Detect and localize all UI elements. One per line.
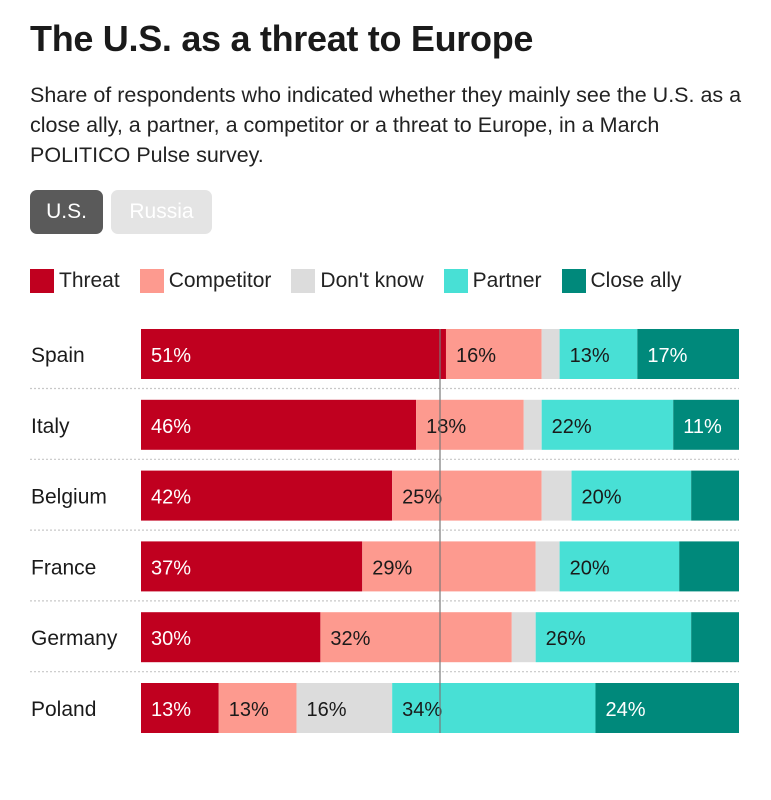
data-label: 24% bbox=[605, 699, 645, 721]
legend-item-competitor[interactable]: Competitor bbox=[139, 269, 272, 293]
data-label: 20% bbox=[570, 557, 610, 579]
bar-segment-threat bbox=[141, 683, 219, 733]
data-label: 20% bbox=[582, 487, 622, 509]
chart-subtitle: Share of respondents who indicated wheth… bbox=[30, 83, 742, 167]
data-label: 34% bbox=[402, 699, 442, 721]
bar-segment-close-ally bbox=[673, 399, 739, 450]
data-label: 37% bbox=[151, 557, 191, 579]
legend-item-partner[interactable]: Partner bbox=[443, 269, 542, 293]
data-label: 29% bbox=[372, 557, 412, 579]
legend-item-dont-know[interactable]: Don't know bbox=[291, 269, 424, 293]
category-label: France bbox=[31, 556, 96, 579]
bar-segment-threat bbox=[141, 329, 446, 379]
category-label: Poland bbox=[31, 698, 96, 721]
bar-segment-close-ally bbox=[679, 541, 739, 592]
bar-segment-close-ally bbox=[595, 683, 739, 733]
data-label: 46% bbox=[151, 416, 191, 438]
data-label: 42% bbox=[151, 487, 191, 509]
bar-segment-partner bbox=[559, 541, 680, 592]
bar-segment-competitor bbox=[218, 683, 297, 733]
us-toggle-button[interactable]: U.S. bbox=[30, 190, 103, 234]
legend-swatch-close-ally bbox=[561, 269, 586, 293]
legend-swatch-partner bbox=[443, 269, 468, 293]
data-label: 16% bbox=[306, 699, 346, 721]
bar-segment-don-t-know bbox=[296, 683, 393, 733]
chart-legend: Threat Competitor Don't know Partner Clo… bbox=[30, 268, 682, 294]
category-label: Spain bbox=[31, 344, 85, 367]
bar-segment-partner bbox=[571, 470, 692, 521]
category-label: Belgium bbox=[31, 486, 107, 509]
legend-label-partner: Partner bbox=[472, 269, 542, 292]
legend-label-dont-know: Don't know bbox=[320, 269, 424, 292]
data-label: 51% bbox=[151, 345, 191, 367]
legend-item-close-ally[interactable]: Close ally bbox=[561, 269, 682, 293]
chart-title: The U.S. as a threat to Europe bbox=[30, 18, 534, 59]
russia-toggle-button[interactable]: Russia bbox=[111, 190, 212, 234]
bar-segment-don-t-know bbox=[541, 470, 572, 521]
legend-swatch-competitor bbox=[139, 269, 164, 293]
data-label: 17% bbox=[647, 345, 687, 367]
bar-segment-don-t-know bbox=[511, 612, 536, 663]
category-label: Italy bbox=[31, 415, 70, 438]
legend-label-close-ally: Close ally bbox=[590, 269, 682, 292]
bar-segment-close-ally bbox=[691, 470, 739, 521]
bar-segment-don-t-know bbox=[541, 329, 560, 379]
bar-segment-competitor bbox=[392, 470, 542, 521]
bar-segment-close-ally bbox=[691, 612, 739, 663]
bar-segment-threat bbox=[141, 541, 363, 592]
data-label: 26% bbox=[546, 628, 586, 650]
bar-segment-threat bbox=[141, 470, 393, 521]
data-label: 16% bbox=[456, 345, 496, 367]
legend-label-competitor: Competitor bbox=[168, 269, 272, 292]
bar-segment-partner bbox=[392, 683, 596, 733]
data-label: 30% bbox=[151, 628, 191, 650]
legend-swatch-threat bbox=[30, 269, 54, 293]
legend-label-threat: Threat bbox=[59, 269, 120, 292]
data-label: 13% bbox=[229, 699, 269, 721]
bar-segment-partner bbox=[541, 399, 674, 450]
legend-item-threat[interactable]: Threat bbox=[30, 269, 120, 293]
bar-segment-competitor bbox=[362, 541, 536, 592]
bar-segment-don-t-know bbox=[535, 541, 560, 592]
bar-segment-threat bbox=[141, 612, 321, 663]
data-label: 32% bbox=[330, 628, 370, 650]
legend-swatch-dont-know bbox=[291, 269, 316, 293]
bar-segment-close-ally bbox=[637, 329, 739, 379]
data-label: 13% bbox=[151, 699, 191, 721]
data-label: 13% bbox=[570, 345, 610, 367]
data-label: 22% bbox=[552, 416, 592, 438]
bar-segment-partner bbox=[535, 612, 692, 663]
bar-segment-partner bbox=[559, 329, 638, 379]
data-label: 25% bbox=[402, 487, 442, 509]
bar-segment-threat bbox=[141, 399, 417, 450]
bar-segment-competitor bbox=[445, 329, 542, 379]
category-label: Germany bbox=[31, 627, 118, 650]
data-label: 18% bbox=[426, 416, 466, 438]
bar-segment-competitor bbox=[320, 612, 512, 663]
data-label: 11% bbox=[683, 416, 722, 438]
bar-segment-don-t-know bbox=[523, 399, 542, 450]
bar-segment-competitor bbox=[416, 399, 524, 450]
